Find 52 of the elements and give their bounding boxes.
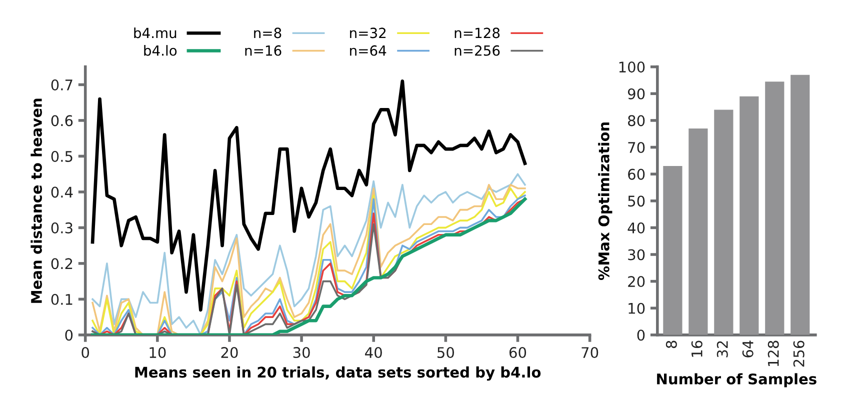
y-axis-title: Mean distance to heaven [30,98,42,303]
y-tick-label: 0.3 [51,222,72,234]
x-tick-label: 50 [438,347,454,358]
x-tick-label: 30 [293,347,310,358]
y-tick-label: 0.7 [51,79,72,90]
x-tick-label: 16 [691,340,702,357]
y-tick-label: 100 [619,62,645,73]
y-tick-label: 50 [628,196,645,207]
y-tick-label: 80 [628,115,645,126]
y-tick-label: 10 [628,302,645,314]
legend-label: n=8 [254,28,282,38]
bar [663,166,682,335]
x-tick-label: 10 [150,347,166,358]
y-tick-label: 0.2 [51,258,72,270]
y-tick-label: 20 [628,276,645,288]
y-tick-label: 70 [628,142,645,154]
x-axis-title: Number of Samples [657,373,816,388]
legend-label: b4.lo [144,45,177,56]
y-tick-label: 0.5 [51,150,72,162]
x-tick-label: 64 [742,340,754,358]
x-tick-label: 32 [716,341,728,358]
x-tick-label: 0 [82,347,90,358]
y-tick-label: 40 [628,222,645,234]
y-tick-label: 0.6 [51,115,73,126]
x-tick-label: 70 [582,347,598,358]
y-tick-label: 90 [628,88,645,100]
y-tick-label: 30 [628,249,645,260]
legend-label: n=16 [245,45,282,56]
x-tick-label: 60 [509,347,526,358]
y-tick-label: 0.1 [51,294,72,305]
bar [740,96,759,335]
line-series [90,79,527,312]
bar [790,74,810,335]
y-tick-label: 60 [628,168,645,180]
x-tick-label: 8 [666,340,677,348]
x-axis-title: Means seen in 20 trials, data sets sorted by b4.lo [135,366,541,381]
x-tick-label: 40 [365,347,382,358]
x-tick-label: 256 [793,340,804,367]
legend-label: n=256 [454,45,500,56]
y-tick-label: 0.4 [51,186,73,198]
bar [714,110,734,335]
bar [688,128,708,335]
y-axis-title: %Max Optimization [598,122,612,280]
x-tick-label: 20 [221,347,238,358]
x-tick-label: 128 [768,340,779,366]
legend-label: b4.mu [134,27,176,38]
y-tick-label: 0 [65,330,73,341]
y-tick-label: 0 [637,330,645,341]
bar [765,82,784,335]
legend-label: n=128 [454,28,500,38]
legend-label: n=32 [350,28,386,38]
legend-label: n=64 [350,45,386,56]
